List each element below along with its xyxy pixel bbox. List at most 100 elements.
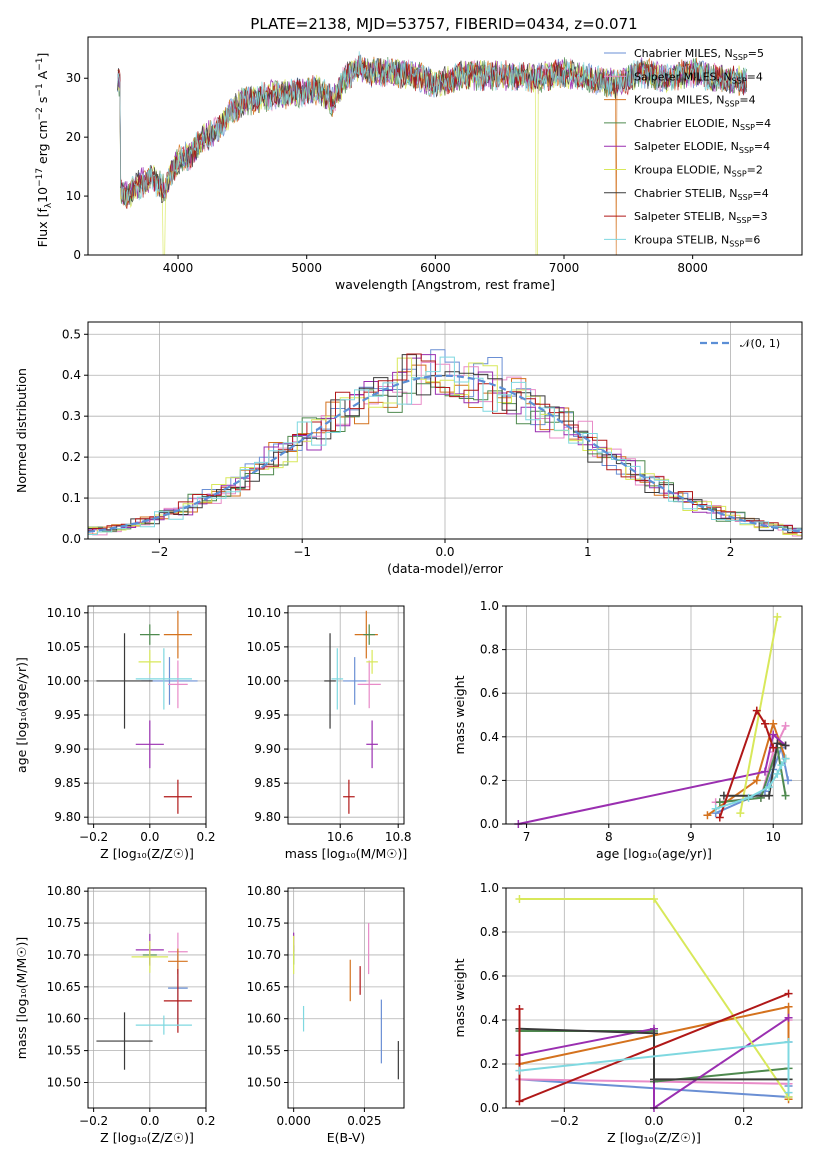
histograms	[88, 349, 802, 537]
y-tick-label: 0.4	[480, 1013, 499, 1027]
series-marker	[777, 761, 786, 770]
y-tick-label: 0.2	[480, 773, 499, 787]
y-tick-label: 10.10	[47, 606, 81, 620]
y-tick-label: 0.5	[62, 327, 81, 341]
y-tick-label: 10.75	[47, 916, 81, 930]
x-tick-label: 4000	[163, 261, 194, 275]
y-tick-label: 0.3	[62, 409, 81, 423]
series-marker	[769, 730, 778, 739]
x-tick-label: 0.0	[644, 1114, 663, 1128]
x-tick-label: 1	[584, 545, 592, 559]
series-marker	[765, 782, 774, 791]
y-tick-label: 10.60	[247, 1012, 281, 1026]
y-tick-label: 9.90	[54, 742, 81, 756]
y-axis-label-part: s	[35, 97, 50, 108]
series-marker	[781, 791, 790, 800]
errorbar-chabrier-elodie	[363, 624, 375, 645]
figure-title: PLATE=2138, MJD=53757, FIBERID=0434, z=0…	[250, 15, 637, 33]
y-tick-label: 0.0	[480, 1101, 499, 1115]
x-tick-label: 7	[523, 830, 531, 844]
errorbar-salpeter-stelib	[163, 968, 192, 1033]
chart-residuals: −2 −1 0.0 1 2 0.0 0.1 0.2 0.3 0.4 0.5 (data-model)/…	[14, 321, 803, 576]
series-marker	[703, 811, 712, 820]
series-marker	[515, 1005, 524, 1013]
series-marker	[715, 813, 724, 822]
x-tick-label: 5000	[291, 261, 322, 275]
y-axis-label-part: −17	[35, 168, 45, 187]
errorbar-kroupa-stelib	[331, 648, 344, 710]
legend-entry: 𝒩(0, 1)	[740, 337, 780, 350]
y-tick-label: 0.0	[480, 817, 499, 831]
y-tick-label: 0.0	[62, 532, 81, 546]
y-tick-label: 10.10	[247, 606, 281, 620]
x-axis-label: wavelength [Angstrom, rest frame]	[335, 277, 555, 292]
legend-entry: Kroupa ELODIE, NSSP=2	[634, 164, 763, 179]
x-tick-label: −1	[293, 545, 311, 559]
y-tick-label: 1.0	[480, 881, 499, 895]
y-axis-label: mass weight	[452, 675, 467, 754]
plot-frame	[87, 321, 803, 540]
series-chabrier-stelib	[719, 739, 790, 800]
x-tick-label: −2	[151, 545, 169, 559]
x-tick-label: 6000	[420, 261, 451, 275]
y-tick-label: 10.55	[47, 1044, 81, 1058]
series-marker	[781, 754, 790, 763]
series-marker	[784, 776, 793, 785]
chart-mass_vs_ebv: 0.000 0.025 10.50 10.55 10.60 10.65 10.70 10.75…	[247, 884, 405, 1145]
series-marker	[744, 793, 753, 802]
y-tick-label: 0.1	[62, 491, 81, 505]
x-axis-label: (data-model)/error	[387, 561, 504, 576]
y-axis-label-part: λ	[44, 202, 54, 208]
errorbar-salpeter-stelib	[343, 779, 355, 814]
y-axis-label-part: erg cm	[35, 120, 50, 168]
x-tick-label: 2	[727, 545, 735, 559]
errorbar-chabrier-stelib	[96, 1012, 153, 1070]
series-marker	[715, 798, 724, 807]
y-axis-label-part: Flux [f	[35, 208, 50, 248]
x-tick-label: 0.2	[734, 1114, 753, 1128]
legend-entry: Salpeter ELODIE, NSSP=4	[634, 140, 770, 155]
plot-frame	[505, 887, 803, 1109]
y-tick-label: 9.80	[254, 810, 281, 824]
series-salpeter-stelib	[715, 706, 778, 822]
plot-frame	[287, 887, 405, 1109]
y-tick-label: 10.55	[247, 1044, 281, 1058]
errorbar-kroupa-miles	[163, 610, 192, 659]
y-tick-label: 0.6	[480, 969, 499, 983]
legend-entry: Chabrier STELIB, NSSP=4	[634, 187, 769, 202]
plot-frame	[87, 605, 207, 825]
spectrum-lines	[117, 51, 748, 255]
series-line	[518, 732, 787, 825]
series-marker	[773, 739, 782, 748]
y-axis-label-part: ]	[35, 53, 50, 58]
errorbar-chabrier-stelib	[96, 633, 153, 729]
x-tick-label: 10.6	[327, 830, 354, 844]
y-tick-label: 10.80	[47, 884, 81, 898]
y-tick-label: 10.70	[47, 948, 81, 962]
plot-frame	[505, 605, 803, 825]
errorbar-kroupa-stelib	[135, 648, 192, 710]
errorbar-salpeter-stelib	[163, 779, 192, 814]
series-marker	[650, 1075, 658, 1084]
y-tick-label: 10.05	[47, 640, 81, 654]
chart-age_vs_mass: 10.6 10.8 9.80 9.85 9.90 9.95 10.00 10.05 10.10 m…	[247, 605, 412, 861]
series-marker	[769, 719, 778, 728]
y-tick-label: 1.0	[480, 599, 499, 613]
y-tick-label: 30	[66, 71, 81, 85]
series-marker	[784, 1013, 793, 1022]
spectrum-legend: Chabrier MILES, NSSP=5 Salpeter MILES, NS…	[604, 47, 771, 248]
y-tick-label: 10.75	[247, 916, 281, 930]
y-tick-label: 9.85	[54, 776, 81, 790]
histogram-chabrier-stelib	[88, 354, 802, 534]
y-tick-label: 20	[66, 130, 81, 144]
y-tick-label: 10.50	[47, 1075, 81, 1089]
series-salpeter-stelib	[515, 989, 793, 1106]
legend-entry: Chabrier MILES, NSSP=5	[634, 47, 764, 62]
x-axis-label: Z [log₁₀(Z/Z☉)]	[100, 846, 194, 861]
x-axis-label: age [log₁₀(age/yr)]	[596, 846, 712, 861]
errorbar-chabrier-stelib	[324, 633, 336, 729]
x-tick-label: 8	[605, 830, 613, 844]
x-tick-label: −0.2	[79, 1114, 108, 1128]
y-tick-label: 0.4	[480, 730, 499, 744]
x-tick-label: 10	[766, 830, 781, 844]
